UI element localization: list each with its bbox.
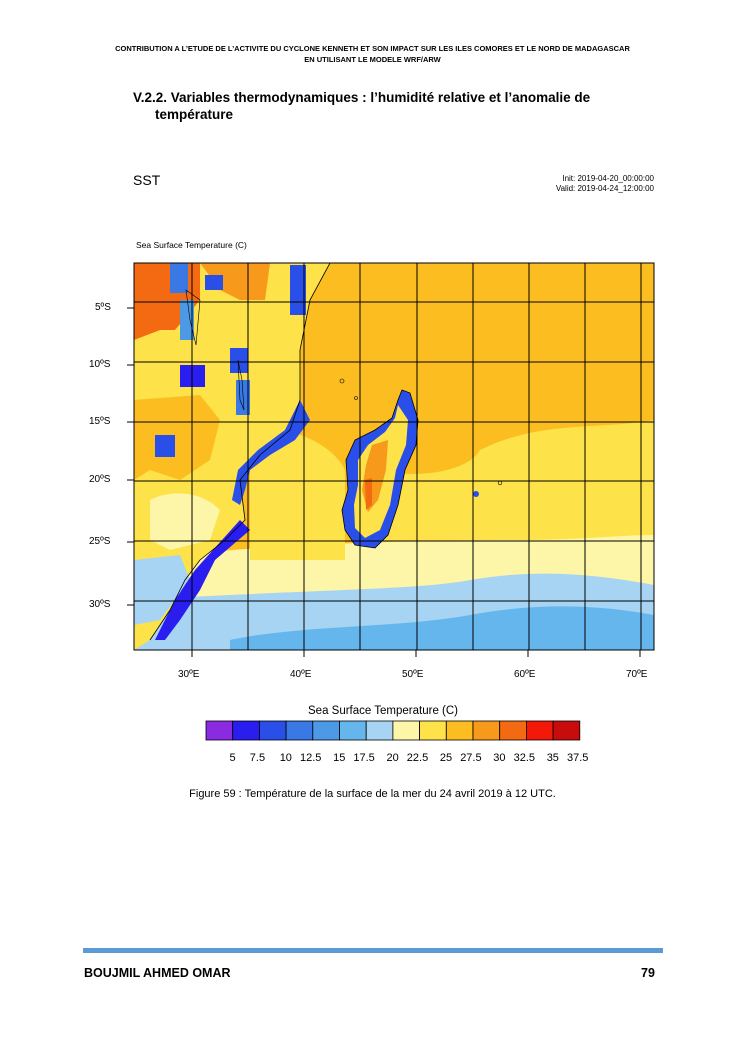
lon-label: 60ºE [514, 669, 536, 680]
colorbar-swatch [419, 720, 447, 741]
section-heading: V.2.2. Variables thermodynamiques : l’hu… [133, 89, 673, 123]
lat-label: 25ºS [89, 536, 111, 547]
colorbar-swatch [526, 720, 554, 741]
colorbar-label: 15 [333, 752, 346, 764]
african-coastline [149, 263, 331, 641]
colorbar-label: 10 [279, 752, 292, 764]
lake-malawi [237, 359, 245, 411]
colorbar-label: 20 [386, 752, 399, 764]
colorbar-label: 32.5 [513, 752, 536, 764]
madagascar-coastline [341, 389, 419, 549]
lat-label: 15ºS [89, 416, 111, 427]
lon-label: 30ºE [178, 669, 200, 680]
colorbar-label: 7.5 [249, 752, 266, 764]
page-number: 79 [641, 966, 655, 980]
colorbar-swatch [258, 720, 287, 741]
tropical-band [480, 420, 654, 545]
init-time: Init: 2019-04-20_00:00:00 [562, 174, 654, 183]
colorbar-swatch [392, 720, 420, 741]
colorbar-swatch [445, 720, 474, 741]
map-ticks [127, 307, 641, 657]
colorbar-swatch [205, 720, 234, 741]
colorbar-title: Sea Surface Temperature (C) [308, 705, 458, 717]
colorbar-swatch [499, 720, 527, 741]
running-header-line1: CONTRIBUTION A L’ETUDE DE L’ACTIVITE DU … [115, 44, 630, 53]
field-label: Sea Surface Temperature (C) [136, 240, 247, 250]
lon-label: 50ºE [402, 669, 424, 680]
colorbar-label: 12.5 [300, 752, 322, 764]
lon-label: 40ºE [290, 669, 312, 680]
cold-band [230, 606, 654, 650]
lake-tanganyika [185, 289, 201, 346]
valid-time: Valid: 2019-04-24_12:00:00 [555, 184, 654, 193]
running-header-line2: EN UTILISANT LE MODELE WRF/ARW [304, 55, 441, 64]
running-header: CONTRIBUTION A L’ETUDE DE L’ACTIVITE DU … [60, 43, 685, 65]
section-heading-line1: V.2.2. Variables thermodynamiques : l’hu… [133, 90, 591, 105]
colorbar-swatch [365, 720, 394, 741]
colorbar-swatch [285, 720, 314, 741]
figure-title: SST [133, 172, 161, 188]
figure-caption: Figure 59 : Température de la surface de… [189, 788, 556, 800]
map-grid [134, 263, 654, 650]
colorbar-label: 35 [546, 752, 559, 764]
lat-label: 30ºS [89, 599, 111, 610]
colorbar-swatch [472, 720, 501, 741]
africa-land [134, 263, 330, 650]
colorbar-label: 30 [493, 752, 506, 764]
footer-author: BOUJMIL AHMED OMAR [84, 966, 231, 980]
colorbar-label: 5 [229, 752, 236, 764]
colorbar-label: 37.5 [567, 752, 589, 764]
lat-label: 5ºS [95, 302, 111, 313]
colorbar-label: 27.5 [460, 752, 482, 764]
colorbar-swatch [552, 720, 581, 741]
reunion-island [473, 491, 479, 497]
african-coast-cold [232, 400, 310, 505]
colorbar [205, 720, 581, 741]
colorbar-label: 25 [439, 752, 453, 764]
footer-rule [83, 948, 663, 953]
lon-label: 70ºE [626, 669, 648, 680]
colorbar-swatch [339, 720, 367, 741]
lat-label: 20ºS [89, 474, 111, 485]
run-times: Init: 2019-04-20_00:00:00 Valid: 2019-04… [556, 174, 654, 194]
lat-label: 10ºS [89, 359, 111, 370]
sst-field [134, 263, 654, 650]
comoros-island [339, 378, 345, 384]
section-heading-line2: température [155, 107, 234, 122]
map-frame [133, 262, 655, 651]
colorbar-swatch [312, 720, 340, 741]
colorbar-swatch [232, 720, 260, 741]
colorbar-label: 17.5 [353, 752, 375, 764]
colorbar-label: 22.5 [406, 752, 429, 764]
